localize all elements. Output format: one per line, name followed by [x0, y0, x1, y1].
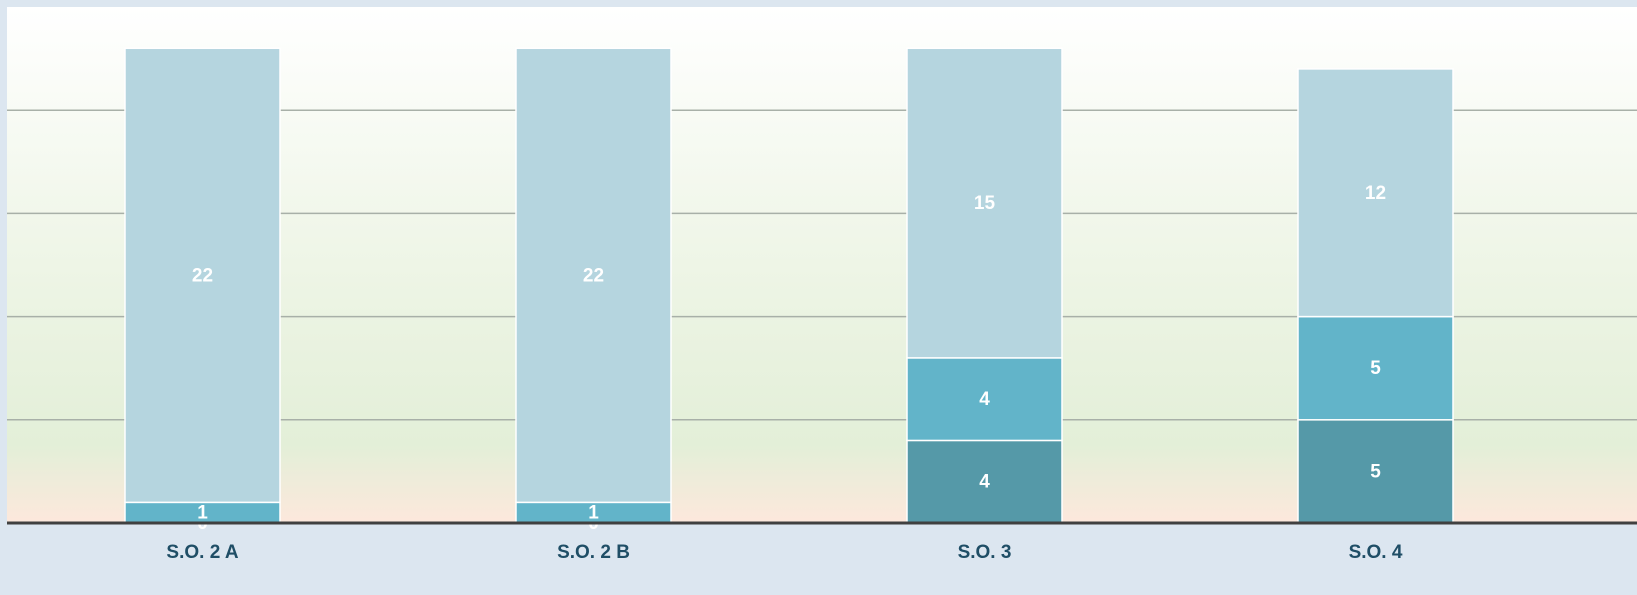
- bar-segment: [906, 47, 1063, 359]
- data-label: 1: [197, 503, 208, 524]
- x-tick-label: S.O. 4: [1349, 542, 1403, 563]
- x-tick-label: S.O. 2 B: [557, 542, 630, 563]
- bar-segment: [1297, 419, 1454, 524]
- bar-segment: [1297, 315, 1454, 421]
- bar-segment: [124, 47, 281, 504]
- x-tick-label: S.O. 3: [958, 542, 1012, 563]
- data-label: 22: [192, 265, 213, 286]
- data-label: 5: [1370, 461, 1381, 482]
- data-label: 5: [1370, 358, 1381, 379]
- bar-segment: [515, 47, 672, 504]
- data-label: 4: [979, 389, 990, 410]
- data-label: 12: [1365, 183, 1386, 204]
- bar-segment: [1297, 68, 1454, 318]
- data-label: 22: [583, 265, 604, 286]
- x-tick-label: S.O. 2 A: [166, 542, 238, 563]
- data-label: 15: [974, 193, 996, 214]
- data-label: 4: [979, 472, 990, 493]
- data-label: 1: [588, 503, 599, 524]
